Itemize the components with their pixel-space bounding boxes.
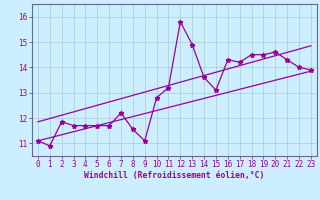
X-axis label: Windchill (Refroidissement éolien,°C): Windchill (Refroidissement éolien,°C)	[84, 171, 265, 180]
